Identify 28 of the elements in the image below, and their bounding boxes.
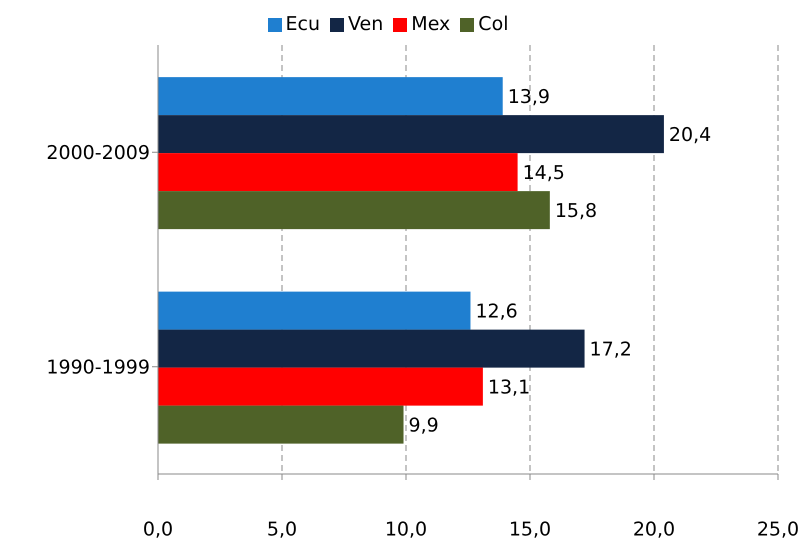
bar [158,153,518,192]
data-label: 17,2 [590,338,632,360]
x-tick-label: 0,0 [142,518,174,540]
legend-label: Ven [348,13,384,35]
x-tick-label: 20,0 [632,518,676,540]
bar [158,115,664,154]
data-label: 14,5 [522,162,565,184]
x-tick-label: 5,0 [266,518,298,540]
x-tick-label: 15,0 [508,518,552,540]
bar [158,406,404,444]
data-label: 20,4 [668,124,712,146]
data-label: 9,9 [408,414,439,436]
legend-label: Mex [411,13,450,35]
bar [158,368,483,406]
legend-label: Ecu [286,13,320,35]
bar [158,292,470,330]
y-tick-label: 1990-1999 [46,356,150,378]
y-tick-label: 2000-2009 [46,142,150,164]
bar [158,330,585,368]
data-label: 12,6 [475,300,518,322]
data-label: 15,8 [554,200,598,222]
x-tick-label: 10,0 [384,518,428,540]
data-label: 13,9 [508,86,550,108]
bar [158,77,503,116]
legend-label: Col [478,13,508,35]
data-label: 13,1 [488,376,530,398]
bar [158,191,550,230]
x-tick-label: 25,0 [756,518,800,540]
